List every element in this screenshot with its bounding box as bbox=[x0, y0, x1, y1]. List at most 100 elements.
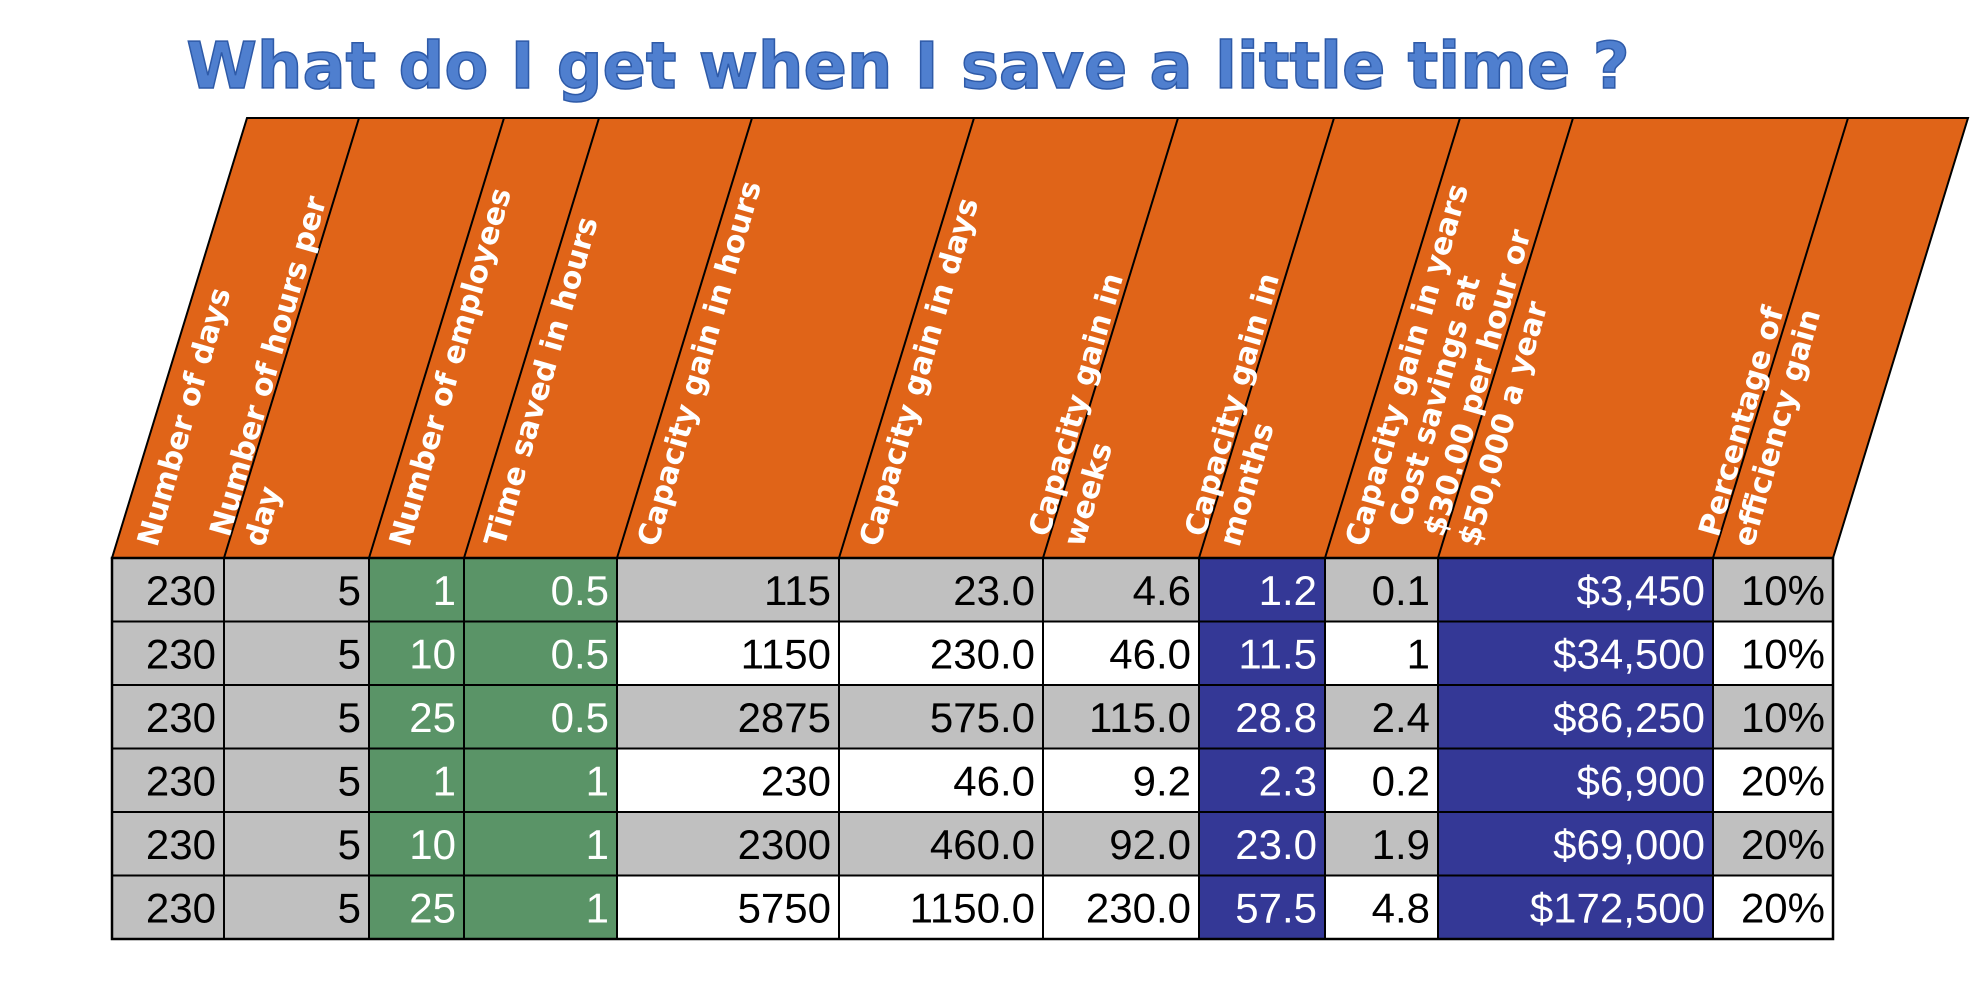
table-cell bbox=[1437, 684, 1714, 750]
table-cell-value: 1150.0 bbox=[910, 884, 1035, 931]
page-title: What do I get when I save a little time … bbox=[186, 30, 1629, 104]
table-cell bbox=[368, 557, 465, 623]
table-cell bbox=[1437, 557, 1714, 623]
table-cell bbox=[1712, 747, 1834, 813]
table-cell-value: 1.9 bbox=[1372, 821, 1430, 868]
table-cell bbox=[223, 811, 370, 877]
table-cell-value: 46.0 bbox=[1109, 630, 1191, 677]
table-cell-value: 11.5 bbox=[1238, 630, 1317, 677]
header-divider bbox=[223, 117, 360, 559]
table-cell-value: 115.0 bbox=[1089, 694, 1191, 741]
table-cell bbox=[1324, 747, 1439, 813]
table-cell-value: 10% bbox=[1741, 630, 1825, 677]
table-cell bbox=[616, 557, 840, 623]
table-cell bbox=[1324, 874, 1439, 940]
table-cell-value: $34,500 bbox=[1553, 630, 1705, 677]
table-cell-value: 5 bbox=[338, 757, 361, 804]
table-cell-value: 10% bbox=[1741, 567, 1825, 614]
table-cell bbox=[111, 747, 225, 813]
table-cell-value: 57.5 bbox=[1235, 884, 1317, 931]
header-divider bbox=[616, 117, 753, 559]
header-divider bbox=[1437, 117, 1574, 559]
table-cell-value: 23.0 bbox=[1235, 821, 1317, 868]
table-cell-value: 2.3 bbox=[1259, 757, 1317, 804]
table-cell-value: 5 bbox=[338, 821, 361, 868]
header-divider bbox=[463, 117, 600, 559]
table-cell bbox=[463, 811, 618, 877]
table-cell-value: 5750 bbox=[738, 884, 831, 931]
table-cell bbox=[111, 620, 225, 686]
table-cell bbox=[368, 874, 465, 940]
table-cell-value: 4.6 bbox=[1133, 567, 1191, 614]
table-cell-value: 20% bbox=[1741, 821, 1825, 868]
table-cell-value: 23.0 bbox=[953, 567, 1035, 614]
table-cell bbox=[223, 557, 370, 623]
table-cell bbox=[616, 620, 840, 686]
header-divider bbox=[368, 117, 505, 559]
table-cell-value: 20% bbox=[1741, 884, 1825, 931]
table-cell-value: 0.5 bbox=[551, 694, 609, 741]
table-cell bbox=[1437, 874, 1714, 940]
table-cell bbox=[1437, 811, 1714, 877]
table-cell bbox=[1198, 747, 1326, 813]
table-cell bbox=[368, 747, 465, 813]
table-cell bbox=[1437, 620, 1714, 686]
table-cell bbox=[616, 684, 840, 750]
table-cell-value: 230 bbox=[146, 884, 216, 931]
table-cell-value: 1.2 bbox=[1259, 567, 1317, 614]
table-cell-value: 10 bbox=[409, 630, 456, 677]
table-cell bbox=[223, 747, 370, 813]
table-cell-value: 230 bbox=[146, 694, 216, 741]
table-cell-value: 1 bbox=[433, 567, 456, 614]
table-cell-value: 230.0 bbox=[1086, 884, 1191, 931]
table-body: 230 5 1 0.5 115 23.0 4.6 1.2 0.1 $3,450 10%230 5 10 0… bbox=[110, 556, 1835, 941]
table-cell bbox=[463, 874, 618, 940]
table-cell-value: $3,450 bbox=[1577, 567, 1705, 614]
table-cell-value: 1 bbox=[433, 757, 456, 804]
table-cell-value: $172,500 bbox=[1530, 884, 1705, 931]
table-cell-value: 10% bbox=[1741, 694, 1825, 741]
table-cell bbox=[223, 684, 370, 750]
header-divider bbox=[1712, 117, 1849, 559]
table-cell bbox=[463, 620, 618, 686]
table-border bbox=[110, 556, 1835, 941]
table-cell-value: 0.1 bbox=[1372, 567, 1430, 614]
table-cell bbox=[1198, 557, 1326, 623]
table-cell-value: 0.2 bbox=[1372, 757, 1430, 804]
table-cell bbox=[1042, 747, 1200, 813]
table-cell bbox=[616, 747, 840, 813]
table-cell bbox=[1042, 874, 1200, 940]
table-cell-value: 2.4 bbox=[1372, 694, 1430, 741]
table-cell-value: 0.5 bbox=[551, 630, 609, 677]
table-cell-value: 230 bbox=[146, 567, 216, 614]
header-divider bbox=[1324, 117, 1461, 559]
table-cell bbox=[1712, 874, 1834, 940]
table-cell-value: 5 bbox=[338, 630, 361, 677]
table-cell-value: 230 bbox=[146, 757, 216, 804]
header-divider bbox=[1198, 117, 1335, 559]
table-cell-value: 5 bbox=[338, 884, 361, 931]
table-cell bbox=[838, 620, 1044, 686]
table-cell bbox=[1324, 684, 1439, 750]
table-cell-value: 230 bbox=[146, 821, 216, 868]
table-cell-value: 5 bbox=[338, 694, 361, 741]
table-cell-value: 230 bbox=[761, 757, 831, 804]
table-cell-value: 2300 bbox=[738, 821, 831, 868]
table-cell bbox=[1042, 684, 1200, 750]
table-cell bbox=[111, 811, 225, 877]
table-cell bbox=[1712, 684, 1834, 750]
table-cell-value: 1 bbox=[586, 821, 609, 868]
table-cell bbox=[111, 557, 225, 623]
table-cell-value: $69,000 bbox=[1553, 821, 1705, 868]
table-cell-value: 1 bbox=[1407, 630, 1430, 677]
table-cell-value: 1 bbox=[586, 884, 609, 931]
table-cell-value: 46.0 bbox=[953, 757, 1035, 804]
table-cell-value: 92.0 bbox=[1109, 821, 1191, 868]
table-cell-value: 230.0 bbox=[930, 630, 1035, 677]
table-cell bbox=[463, 557, 618, 623]
table-cell-value: 115 bbox=[764, 567, 831, 614]
table-cell-value: $86,250 bbox=[1553, 694, 1705, 741]
header-divider bbox=[838, 117, 975, 559]
